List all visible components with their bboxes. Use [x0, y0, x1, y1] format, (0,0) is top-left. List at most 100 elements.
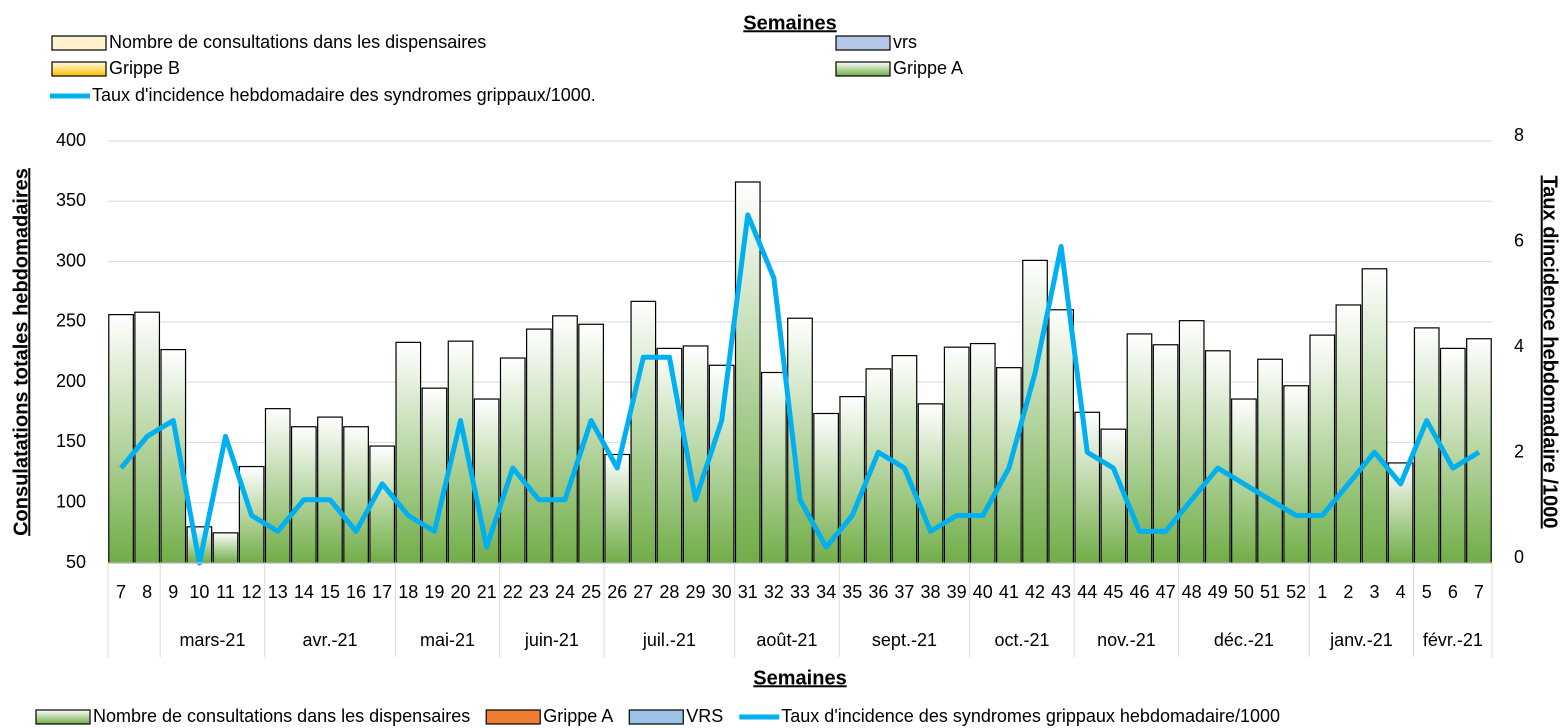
x-tick-label: 9 [168, 582, 178, 602]
x-tick-label: 10 [189, 582, 209, 602]
x-tick-label: 14 [294, 582, 314, 602]
legend-swatch [835, 35, 891, 51]
x-tick-label: 15 [320, 582, 340, 602]
bar [290, 426, 317, 564]
bar [1048, 309, 1075, 564]
y2-tick-label: 2 [1514, 441, 1524, 461]
bar [891, 355, 918, 564]
bar [1178, 320, 1205, 564]
y-tick-label: 400 [56, 130, 86, 150]
bar [656, 347, 683, 564]
month-label: nov.-21 [1097, 630, 1156, 650]
bar [604, 453, 631, 564]
legend-swatch [628, 709, 684, 725]
x-tick-label: 25 [581, 582, 601, 602]
bar [525, 328, 552, 564]
x-tick-label: 30 [712, 582, 732, 602]
x-tick-label: 23 [529, 582, 549, 602]
month-label: déc.-21 [1214, 630, 1274, 650]
x-tick-label: 48 [1182, 582, 1202, 602]
y-tick-label: 150 [56, 431, 86, 451]
legend-swatch [485, 709, 541, 725]
y-tick-label: 350 [56, 190, 86, 210]
x-tick-label: 16 [346, 582, 366, 602]
x-tick-label: 49 [1208, 582, 1228, 602]
x-tick-label: 29 [686, 582, 706, 602]
bar [969, 342, 996, 564]
legend-label: Nombre de consultations dans les dispens… [93, 706, 470, 726]
x-tick-label: 45 [1103, 582, 1123, 602]
bar [1100, 428, 1127, 564]
y2-tick-label: 0 [1514, 547, 1524, 567]
bar [238, 465, 265, 564]
legend-label: Grippe B [109, 58, 180, 78]
month-label: mai-21 [420, 630, 475, 650]
x-tick-label: 41 [999, 582, 1019, 602]
y-tick-label: 200 [56, 371, 86, 391]
bar [1152, 344, 1179, 564]
legend-label: Grippe A [543, 706, 613, 726]
x-tick-label: 6 [1448, 582, 1458, 602]
y2-axis-title: Taux dincidence hebdomadaire /1000 [1539, 175, 1561, 528]
legend-swatch [51, 35, 107, 51]
bar [708, 364, 735, 564]
x-tick-label: 38 [921, 582, 941, 602]
bar [630, 300, 657, 564]
bar [499, 357, 526, 564]
month-label: août-21 [756, 630, 817, 650]
x-tick-label: 2 [1343, 582, 1353, 602]
y-axis-title: Consulatations totales hebdomadaires [10, 168, 32, 536]
bar [212, 532, 239, 564]
bar [865, 368, 892, 564]
legend-label: Taux d'incidence hebdomadaire des syndro… [92, 85, 596, 105]
x-tick-label: 3 [1369, 582, 1379, 602]
month-label: mars-21 [179, 630, 245, 650]
bar [1466, 338, 1492, 564]
x-tick-label: 28 [659, 582, 679, 602]
bar [1283, 385, 1310, 564]
x-tick-label: 7 [116, 582, 126, 602]
bar [734, 181, 761, 564]
month-label: avr.-21 [302, 630, 357, 650]
x-tick-label: 52 [1286, 582, 1306, 602]
x-tick-label: 50 [1234, 582, 1254, 602]
x-tick-label: 32 [764, 582, 784, 602]
bar [264, 408, 291, 564]
x-tick-label: 21 [477, 582, 497, 602]
bar [761, 371, 787, 564]
x-tick-label: 26 [607, 582, 627, 602]
bar [1257, 358, 1283, 564]
x-tick-label: 5 [1422, 582, 1432, 602]
x-tick-label: 36 [868, 582, 888, 602]
bar [1309, 334, 1336, 564]
x-tick-label: 7 [1474, 582, 1484, 602]
bar [1204, 350, 1231, 564]
bar [395, 341, 422, 564]
x-tick-label: 37 [894, 582, 914, 602]
x-tick-label: 12 [242, 582, 262, 602]
x-tick-label: 34 [816, 582, 836, 602]
x-tick-label: 22 [503, 582, 523, 602]
bar [343, 426, 369, 564]
bar [108, 314, 134, 564]
x-tick-label: 18 [398, 582, 418, 602]
x-tick-label: 40 [973, 582, 993, 602]
x-tick-label: 13 [268, 582, 288, 602]
x-tick-label: 19 [424, 582, 444, 602]
bar [421, 387, 448, 564]
y-tick-label: 250 [56, 311, 86, 331]
x-tick-label: 17 [372, 582, 392, 602]
top-legend-title: Semaines [743, 12, 836, 34]
line [119, 212, 1481, 566]
x-axis-title: Semaines [753, 667, 846, 689]
legend-label: Grippe A [893, 58, 963, 78]
x-tick-label: 4 [1396, 582, 1406, 602]
bar [1361, 268, 1388, 564]
x-tick-label: 43 [1051, 582, 1071, 602]
legend-label: VRS [686, 706, 723, 726]
legend-swatch [35, 709, 91, 725]
x-tick-label: 35 [842, 582, 862, 602]
x-tick-label: 47 [1156, 582, 1176, 602]
month-label: févr.-21 [1423, 630, 1483, 650]
